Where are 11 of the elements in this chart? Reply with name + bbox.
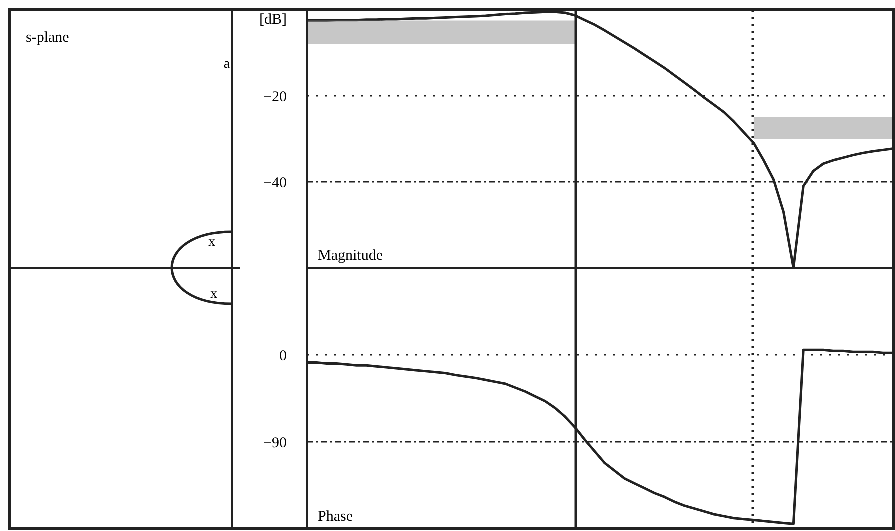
y-tick-label: −20: [264, 89, 287, 106]
text: x: [208, 235, 216, 250]
y-tick-label: −40: [264, 175, 287, 192]
text: a: [224, 57, 231, 72]
text: s-plane: [26, 30, 70, 46]
y-axis-title: [dB]: [260, 12, 287, 28]
y-tick-label: 0: [280, 348, 287, 364]
text: x: [210, 287, 218, 302]
text: Phase: [318, 509, 354, 525]
text: Magnitude: [318, 248, 384, 264]
y-tick-label: −90: [264, 435, 287, 452]
